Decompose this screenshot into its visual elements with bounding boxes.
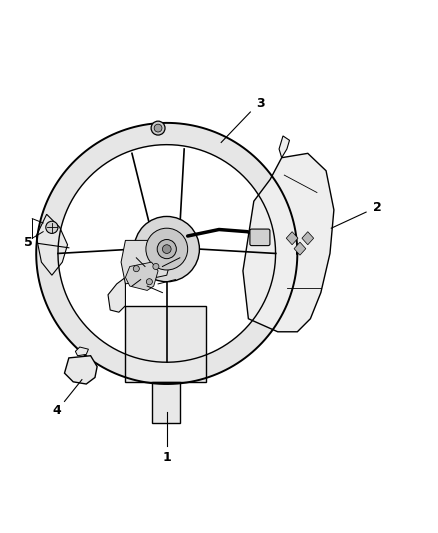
Circle shape bbox=[146, 228, 187, 270]
Circle shape bbox=[162, 245, 171, 254]
Circle shape bbox=[146, 279, 152, 285]
Circle shape bbox=[46, 221, 58, 233]
Polygon shape bbox=[286, 232, 298, 245]
Circle shape bbox=[133, 265, 139, 272]
Text: 1: 1 bbox=[162, 450, 171, 464]
Circle shape bbox=[151, 121, 165, 135]
Circle shape bbox=[134, 216, 199, 282]
Text: 5: 5 bbox=[24, 236, 33, 249]
Polygon shape bbox=[243, 154, 334, 332]
Polygon shape bbox=[36, 214, 67, 275]
Polygon shape bbox=[125, 262, 158, 290]
Circle shape bbox=[153, 263, 159, 270]
Circle shape bbox=[157, 239, 177, 259]
Polygon shape bbox=[302, 232, 314, 245]
Polygon shape bbox=[75, 347, 88, 356]
Circle shape bbox=[154, 124, 162, 132]
Text: 3: 3 bbox=[257, 97, 265, 110]
Polygon shape bbox=[64, 356, 97, 384]
Bar bbox=[125, 305, 206, 382]
Polygon shape bbox=[108, 277, 125, 312]
Polygon shape bbox=[294, 242, 306, 255]
Text: 4: 4 bbox=[53, 403, 61, 417]
FancyBboxPatch shape bbox=[250, 229, 270, 246]
Bar bbox=[152, 382, 180, 423]
Polygon shape bbox=[121, 240, 171, 284]
Text: 2: 2 bbox=[374, 201, 382, 214]
Polygon shape bbox=[279, 136, 290, 158]
